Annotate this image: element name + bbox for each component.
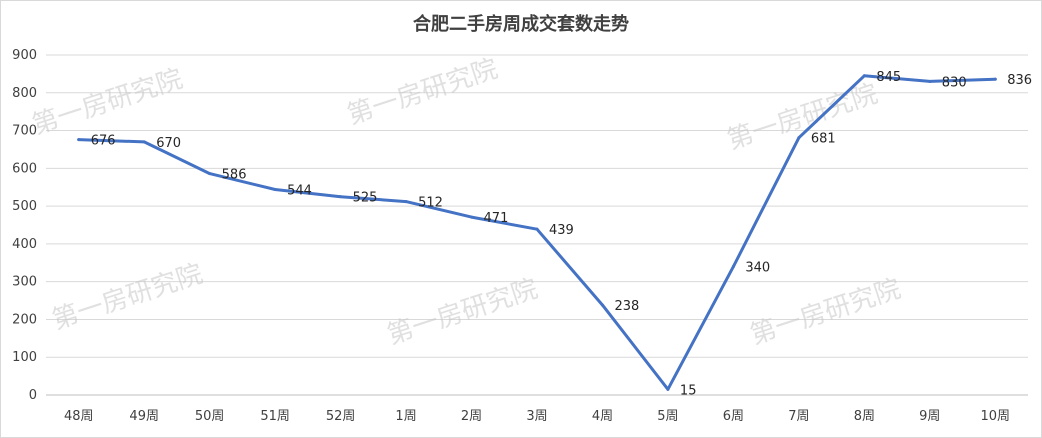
data-point	[600, 303, 604, 307]
data-point	[339, 195, 343, 199]
y-tick-label: 0	[29, 388, 37, 403]
y-tick-label: 500	[12, 199, 37, 214]
data-point	[928, 79, 932, 83]
y-tick-label: 700	[12, 124, 37, 139]
x-tick-label: 52周	[326, 409, 356, 424]
data-point	[797, 136, 801, 140]
x-tick-label: 6周	[723, 409, 744, 424]
data-point	[208, 172, 212, 176]
watermark-text: 第一房研究院	[29, 64, 187, 141]
x-axis: 48周 49周 50周 51周 52周 1周 2周 3周 4周 5周 6周 7周 8周 9周 10周	[64, 409, 1010, 424]
x-tick-label: 8周	[854, 409, 875, 424]
y-tick-label: 600	[12, 161, 37, 176]
series-group	[77, 74, 997, 391]
data-label: 836	[1007, 73, 1032, 88]
watermark-text: 第一房研究院	[49, 259, 207, 336]
data-label: 471	[484, 211, 509, 226]
data-point	[470, 215, 474, 219]
x-tick-label: 2周	[461, 409, 482, 424]
watermark-text: 第一房研究院	[384, 274, 542, 351]
x-tick-label: 1周	[395, 409, 416, 424]
y-tick-label: 300	[12, 275, 37, 290]
data-label: 681	[811, 132, 836, 147]
watermark-text: 第一房研究院	[724, 79, 882, 156]
data-label: 830	[942, 75, 967, 90]
data-point	[731, 265, 735, 269]
data-label: 340	[745, 261, 770, 276]
data-label: 544	[287, 183, 312, 198]
data-point	[142, 140, 146, 144]
y-axis: 0 100 200 300 400 500 600 700 800 900	[12, 48, 37, 403]
x-tick-label: 50周	[195, 409, 225, 424]
data-label: 586	[222, 168, 247, 183]
data-label: 670	[156, 136, 181, 151]
y-tick-label: 800	[12, 86, 37, 101]
series-line	[77, 74, 997, 391]
data-label: 238	[614, 299, 639, 314]
data-label: 845	[876, 70, 901, 85]
x-tick-label: 4周	[592, 409, 613, 424]
data-point	[535, 227, 539, 231]
gridlines	[46, 54, 1028, 396]
data-point	[77, 138, 81, 142]
x-tick-label: 48周	[64, 409, 94, 424]
x-tick-label: 51周	[260, 409, 290, 424]
x-tick-label: 5周	[657, 409, 678, 424]
data-point	[404, 200, 408, 204]
x-tick-label: 7周	[788, 409, 809, 424]
data-label: 439	[549, 223, 574, 238]
x-tick-label: 9周	[919, 409, 940, 424]
x-tick-label: 49周	[129, 409, 159, 424]
x-tick-label: 3周	[526, 409, 547, 424]
data-label: 15	[680, 383, 697, 398]
data-point	[993, 77, 997, 81]
y-tick-label: 200	[12, 312, 37, 327]
y-tick-label: 900	[12, 48, 37, 63]
data-label: 525	[353, 191, 378, 206]
data-point	[862, 74, 866, 78]
x-tick-label: 10周	[980, 409, 1010, 424]
data-point	[666, 387, 670, 391]
data-point	[273, 187, 277, 191]
y-tick-label: 100	[12, 350, 37, 365]
data-labels: 676 670 586 544 525 512 471 439 238 15 340 681 845 83…	[91, 70, 1032, 399]
watermark-text: 第一房研究院	[747, 274, 905, 351]
y-tick-label: 400	[12, 237, 37, 252]
data-label: 676	[91, 134, 116, 149]
chart-title: 合肥二手房周成交套数走势	[413, 14, 629, 35]
data-label: 512	[418, 196, 443, 211]
